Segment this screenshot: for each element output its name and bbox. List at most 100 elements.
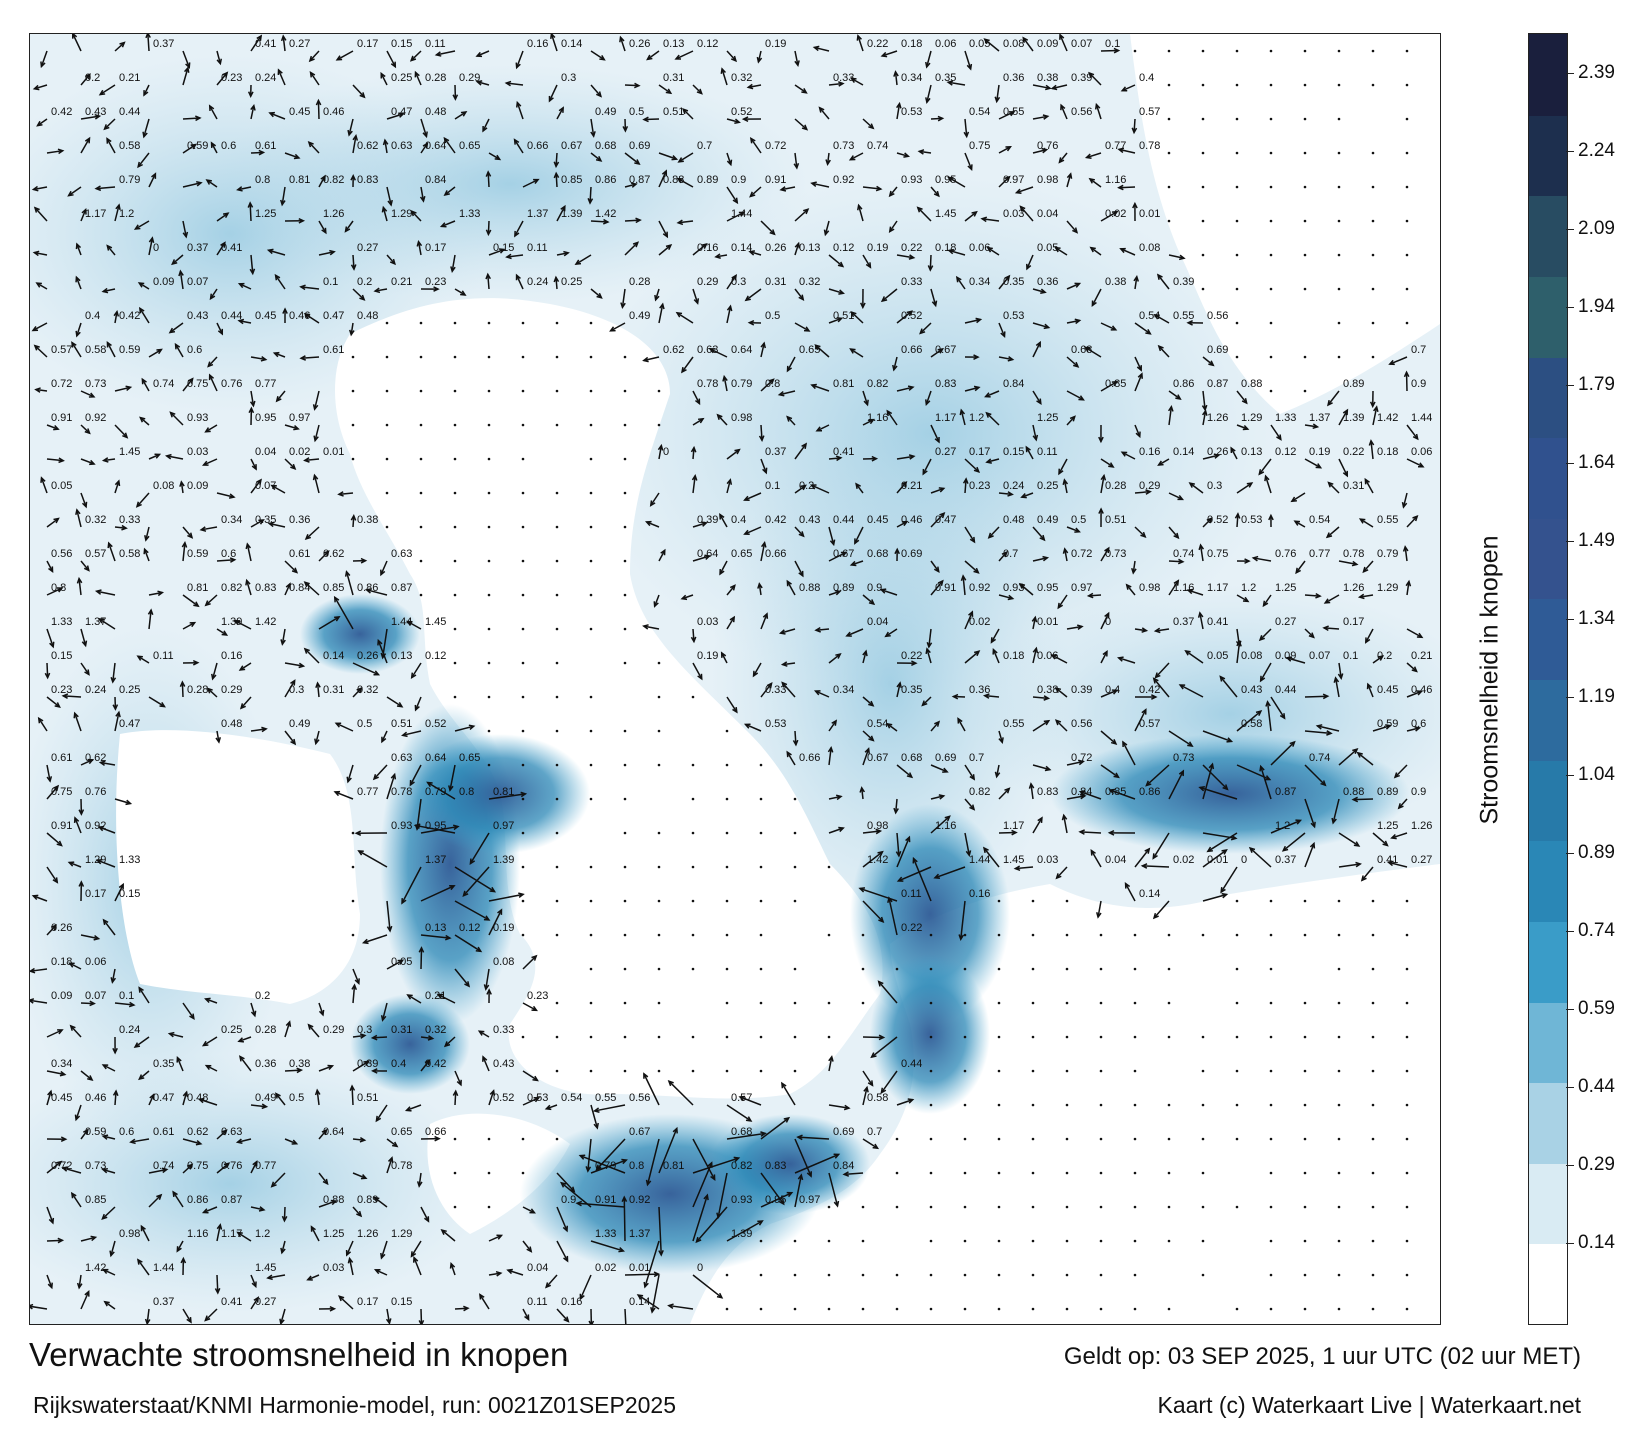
current-arrow	[34, 84, 48, 90]
current-arrow	[828, 82, 844, 86]
arrow-head	[148, 236, 155, 244]
current-arrow	[930, 348, 944, 358]
arrow-head	[185, 62, 191, 70]
speed-label: 0.17	[1343, 616, 1364, 628]
arrow-head	[896, 681, 902, 689]
speed-label: 0.83	[357, 174, 378, 186]
arrow-head	[1403, 370, 1410, 378]
current-arrow	[896, 386, 914, 392]
arrow-head	[779, 186, 787, 192]
arrow-head	[314, 1088, 321, 1096]
grid-dot	[1405, 967, 1409, 971]
speed-label: 0.63	[391, 752, 412, 764]
current-arrow	[760, 682, 773, 698]
arrow-head	[1342, 408, 1349, 416]
arrow-head	[373, 670, 381, 676]
arrow-head	[1327, 481, 1334, 488]
arrow-head	[36, 120, 43, 127]
grid-dot	[1031, 1001, 1035, 1005]
arrow-head	[798, 294, 805, 301]
grid-dot	[1269, 151, 1273, 155]
arrow-head	[182, 1090, 189, 1098]
speed-label: 0.53	[1003, 310, 1024, 322]
arrow-head	[1325, 532, 1333, 539]
arrow-head	[1416, 690, 1424, 696]
current-arrow	[182, 117, 200, 120]
grid-dot	[1031, 1171, 1035, 1175]
arrow-head	[1077, 624, 1084, 631]
grid-dot	[1405, 151, 1409, 155]
speed-label: 0.06	[85, 956, 106, 968]
current-arrow	[964, 832, 971, 856]
arrow-head	[1007, 355, 1015, 362]
speed-label: 0.6	[187, 344, 202, 356]
current-arrow	[420, 885, 455, 902]
grid-dot	[1031, 1307, 1035, 1311]
speed-label: 0.69	[629, 140, 650, 152]
current-arrow	[1236, 482, 1253, 494]
arrow-head	[87, 1075, 94, 1081]
grid-dot	[419, 559, 423, 563]
arrow-head	[33, 206, 40, 213]
current-arrow	[1202, 410, 1207, 426]
arrow-head	[1385, 724, 1392, 730]
current-arrow	[548, 84, 558, 102]
arrow-head	[806, 1171, 813, 1178]
arrow-head	[786, 365, 793, 373]
arrow-head	[1110, 325, 1118, 331]
speed-label: 0.45	[1377, 684, 1398, 696]
current-arrow	[36, 282, 48, 290]
speed-label: 1.29	[391, 1228, 412, 1240]
speed-label: 0.23	[425, 276, 446, 288]
arrow-head	[766, 682, 773, 689]
speed-label: 0.65	[459, 752, 480, 764]
grid-dot	[963, 1307, 967, 1311]
current-arrow	[1058, 458, 1068, 475]
current-arrow	[658, 1128, 678, 1174]
arrow-head	[330, 1199, 338, 1206]
grid-dot	[895, 1307, 899, 1311]
arrow-head	[169, 411, 176, 418]
current-arrow	[862, 254, 872, 268]
current-arrow	[998, 594, 1013, 600]
arrow-head	[515, 62, 521, 70]
current-arrow	[1304, 764, 1326, 786]
current-arrow	[418, 1172, 422, 1187]
arrow-head	[245, 542, 252, 550]
current-arrow	[38, 717, 48, 732]
current-arrow	[1086, 152, 1102, 159]
grid-dot	[691, 831, 695, 835]
current-arrow	[828, 1104, 850, 1109]
arrow-head	[681, 366, 687, 374]
grid-dot	[589, 695, 593, 699]
speed-label: 0.66	[527, 140, 548, 152]
speed-label: 0.24	[85, 684, 106, 696]
current-arrow	[250, 1161, 258, 1174]
arrow-head	[204, 600, 211, 607]
current-arrow	[658, 244, 672, 256]
arrow-head	[404, 1106, 412, 1112]
grid-dot	[1167, 1001, 1171, 1005]
arrow-head	[745, 1116, 753, 1122]
arrow-head	[426, 781, 433, 788]
arrow-head	[1226, 737, 1234, 743]
arrow-head	[142, 131, 148, 139]
arrow-head	[401, 731, 408, 738]
speed-label: 0.47	[323, 310, 344, 322]
current-arrow	[309, 72, 320, 86]
current-arrow	[794, 208, 809, 222]
grid-dot	[623, 729, 627, 733]
arrow-head	[485, 229, 492, 237]
speed-label: 0.97	[1071, 582, 1092, 594]
arrow-head	[1187, 741, 1194, 747]
speed-label: 1.29	[1377, 582, 1398, 594]
speed-label: 0.17	[85, 888, 106, 900]
arrow-head	[1259, 764, 1265, 772]
speed-label: 0.95	[1037, 582, 1058, 594]
current-arrow	[420, 947, 423, 970]
speed-label: 1.37	[629, 1228, 650, 1240]
current-arrow	[454, 934, 482, 952]
speed-label: 0.31	[1343, 480, 1364, 492]
speed-label: 0.34	[833, 684, 854, 696]
speed-label: 0.1	[119, 990, 134, 1002]
